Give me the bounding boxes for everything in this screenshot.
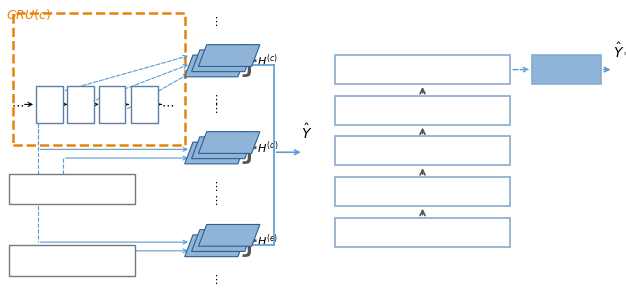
Bar xyxy=(9,245,135,276)
Text: $\vdots$: $\vdots$ xyxy=(210,102,218,115)
Text: $H^{(c)}$: $H^{(c)}$ xyxy=(257,52,277,69)
Polygon shape xyxy=(185,142,246,164)
Text: $H_*^{(e)}$: $H_*^{(e)}$ xyxy=(555,63,578,76)
Polygon shape xyxy=(198,45,260,66)
Text: $\hat{Y}$: $\hat{Y}$ xyxy=(301,122,312,142)
Text: $\mathit{x}_{T}$: $\mathit{x}_{T}$ xyxy=(76,100,85,109)
Polygon shape xyxy=(198,224,260,246)
Bar xyxy=(532,55,601,84)
Text: $\vdots$: $\vdots$ xyxy=(210,14,218,28)
Bar xyxy=(335,218,510,246)
Text: $\cdots$: $\cdots$ xyxy=(161,98,174,111)
Text: }: } xyxy=(237,44,260,78)
Text: $\hat{Y}_*$: $\hat{Y}_*$ xyxy=(613,41,626,58)
Text: }: } xyxy=(237,224,260,258)
Bar xyxy=(335,136,510,165)
Bar xyxy=(99,86,125,123)
Bar xyxy=(9,174,135,204)
Polygon shape xyxy=(192,230,253,251)
Text: $\mathit{GRU(e)}$: $\mathit{GRU(e)}$ xyxy=(399,62,446,77)
Text: $\mathit{x}_{T-1}$: $\mathit{x}_{T-1}$ xyxy=(40,100,58,109)
Text: $\mathit{GRU(a)}$: $\mathit{GRU(a)}$ xyxy=(399,224,446,240)
Text: }: } xyxy=(237,131,260,165)
Bar xyxy=(131,86,158,123)
Text: $\mathit{GRU(c)}$: $\mathit{GRU(c)}$ xyxy=(400,143,445,158)
Bar xyxy=(36,86,63,123)
Text: $\mathit{GRU(d)}$: $\mathit{GRU(d)}$ xyxy=(399,103,446,118)
Text: $\vdots$: $\vdots$ xyxy=(210,180,218,193)
Polygon shape xyxy=(192,137,253,159)
Polygon shape xyxy=(185,235,246,257)
Text: $\mathit{GRU}(c)$: $\mathit{GRU}(c)$ xyxy=(6,7,51,22)
Bar xyxy=(335,55,510,84)
Text: $\mathit{x}_{T+1}$: $\mathit{x}_{T+1}$ xyxy=(103,100,121,109)
Text: $\vdots$: $\vdots$ xyxy=(210,194,218,207)
Text: $H^{(d)}$: $H^{(d)}$ xyxy=(257,139,278,156)
Polygon shape xyxy=(198,132,260,153)
Bar xyxy=(335,177,510,206)
Polygon shape xyxy=(185,55,246,77)
Text: $\cdots$: $\cdots$ xyxy=(11,98,24,111)
Text: $\mathit{GRU(e)}$: $\mathit{GRU(e)}$ xyxy=(51,254,93,267)
Text: $\mathit{GRU(d)}$: $\mathit{GRU(d)}$ xyxy=(51,183,93,196)
Text: $\vdots$: $\vdots$ xyxy=(210,93,218,106)
Text: $H^{(e)}$: $H^{(e)}$ xyxy=(257,232,278,249)
Text: $\vdots$: $\vdots$ xyxy=(210,273,218,286)
Polygon shape xyxy=(192,50,253,72)
Bar xyxy=(68,86,94,123)
Bar xyxy=(13,13,185,145)
Text: $\mathit{GRU(b)}$: $\mathit{GRU(b)}$ xyxy=(399,184,446,199)
Bar xyxy=(335,96,510,125)
